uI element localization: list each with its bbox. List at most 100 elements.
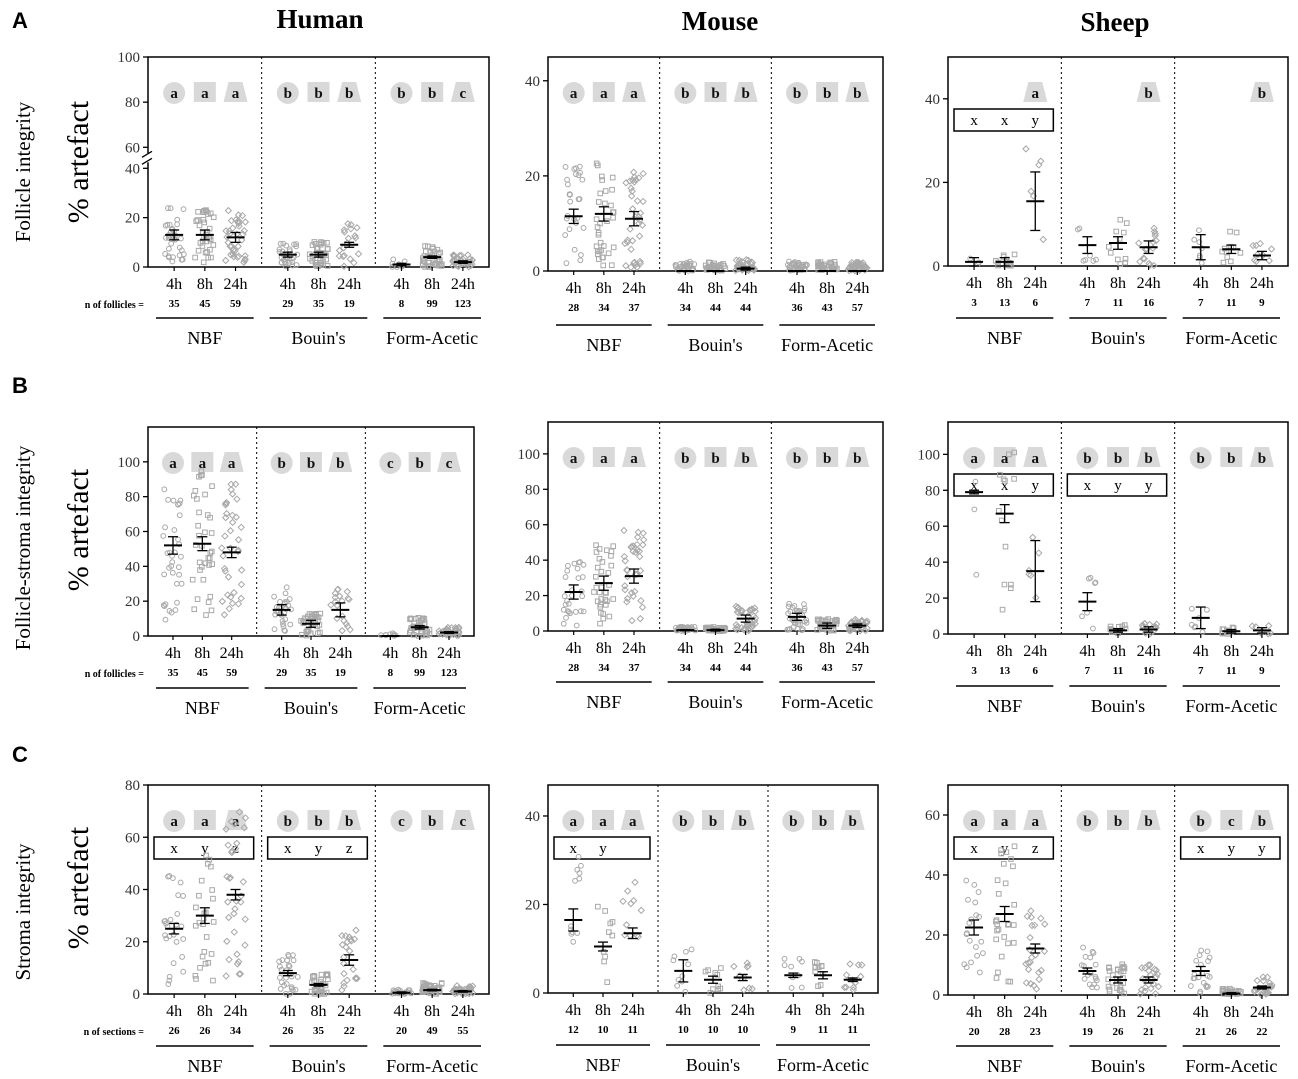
data-point — [234, 536, 243, 544]
data-point — [331, 589, 340, 598]
data-point — [593, 243, 600, 250]
y-tick-label: 0 — [133, 987, 141, 1003]
x-tick-label: 8h — [819, 280, 835, 297]
data-point — [750, 616, 759, 625]
data-point — [1219, 630, 1225, 636]
data-point — [299, 632, 305, 638]
letter-badge-circle — [674, 447, 697, 469]
data-point — [318, 239, 324, 245]
fixative-label: NBF — [585, 1055, 620, 1075]
y-tick-label: 40 — [925, 868, 940, 884]
letter-badge-square — [816, 447, 839, 467]
y-tick-label: 40 — [525, 553, 540, 569]
group-letter: a — [1032, 451, 1040, 467]
y-tick-label: 40 — [525, 74, 540, 90]
data-point — [732, 621, 740, 629]
data-point — [743, 963, 751, 971]
y-axis-label-c: % artefact — [62, 826, 95, 949]
data-point — [280, 240, 287, 247]
data-point — [595, 903, 601, 910]
x-tick-label: 4h — [566, 640, 582, 657]
data-point — [858, 961, 866, 969]
data-point — [192, 972, 199, 979]
fixative-label: Bouin's — [688, 335, 742, 355]
x-tick-label: 4h — [165, 645, 181, 662]
data-point — [1010, 940, 1017, 946]
data-point — [1206, 954, 1213, 961]
data-point — [849, 983, 858, 992]
data-point — [976, 913, 982, 920]
data-point — [195, 247, 202, 254]
data-point — [237, 523, 245, 532]
group-letter: b — [307, 456, 315, 472]
data-point — [161, 603, 168, 609]
y-tick-label: 0 — [933, 627, 941, 643]
data-point — [604, 547, 610, 554]
data-point — [972, 899, 979, 906]
data-point — [714, 263, 721, 269]
letter-badge-trapezoid — [1023, 810, 1048, 830]
data-point — [198, 877, 205, 884]
data-point — [599, 177, 605, 183]
data-point — [423, 628, 430, 635]
stat-box-letter: x — [570, 841, 578, 857]
data-point — [231, 247, 239, 255]
data-point — [967, 255, 974, 262]
data-point — [621, 586, 629, 594]
data-point — [997, 471, 1003, 478]
letter-badge-trapezoid — [730, 810, 755, 830]
data-point — [288, 973, 295, 980]
letter-badge-circle — [562, 810, 585, 832]
data-point — [175, 892, 182, 899]
data-point — [575, 853, 582, 860]
data-point — [234, 958, 243, 966]
data-point — [1011, 843, 1018, 850]
data-point — [571, 560, 578, 567]
data-point — [1037, 914, 1045, 923]
axis-break-gap — [142, 153, 152, 163]
y-tick-label: 0 — [533, 624, 541, 640]
data-point — [1024, 965, 1033, 974]
data-point — [963, 964, 970, 971]
y-axis-label-a: % artefact — [62, 100, 95, 223]
data-point — [203, 207, 209, 213]
x-tick-label: 8h — [197, 1003, 213, 1020]
data-point — [840, 983, 849, 992]
data-point — [671, 953, 678, 960]
stat-box-letter: x — [284, 841, 292, 857]
data-point — [189, 576, 196, 583]
letter-badge-trapezoid — [733, 447, 758, 467]
data-point — [233, 960, 242, 968]
data-point — [744, 962, 752, 970]
n-row-label: n of sections = — [84, 1027, 145, 1038]
n-count-label: 43 — [822, 662, 834, 674]
data-point — [207, 236, 214, 242]
data-point — [633, 546, 641, 554]
data-point — [174, 221, 180, 228]
y-tick-label: 80 — [125, 490, 140, 506]
data-point — [1152, 624, 1160, 632]
letter-badge-square — [1107, 810, 1129, 830]
data-point — [178, 580, 185, 587]
y-tick-label: 20 — [925, 928, 940, 944]
data-point — [604, 598, 610, 605]
axis-break-mark — [141, 150, 153, 158]
data-point — [338, 597, 346, 605]
letter-badge-square — [193, 810, 216, 830]
data-point — [282, 590, 289, 597]
data-point — [1266, 979, 1274, 987]
n-count-label: 19 — [335, 667, 347, 679]
data-point — [1115, 256, 1121, 263]
data-point — [228, 847, 236, 855]
n-count-label: 44 — [740, 662, 752, 674]
data-point — [571, 246, 578, 253]
letter-badge-trapezoid — [621, 447, 646, 467]
data-point — [604, 979, 611, 985]
data-point — [449, 987, 457, 996]
x-tick-label: 4h — [789, 280, 805, 297]
data-point — [224, 206, 233, 215]
fixative-label: NBF — [987, 696, 1022, 716]
letter-badge-square — [592, 82, 615, 102]
data-point — [421, 988, 427, 995]
